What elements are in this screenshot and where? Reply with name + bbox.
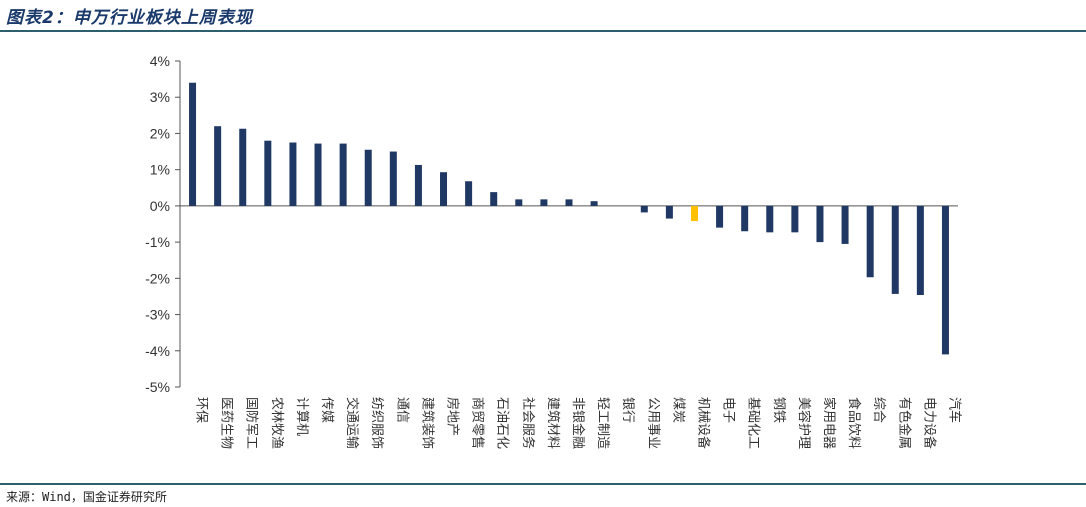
bar-11 bbox=[465, 181, 473, 206]
bar-23 bbox=[766, 205, 774, 233]
x-category-label: 房地产 bbox=[445, 397, 461, 436]
y-tick-label: 1% bbox=[150, 162, 170, 178]
x-category-label: 传媒 bbox=[319, 397, 334, 423]
x-category-label: 家用电器 bbox=[821, 397, 837, 449]
y-tick-label: -3% bbox=[145, 307, 170, 323]
x-category-label: 计算机 bbox=[294, 397, 309, 436]
x-category-label: 商贸零售 bbox=[470, 397, 486, 449]
bar-30 bbox=[941, 205, 949, 355]
x-category-label: 医药生物 bbox=[219, 397, 234, 449]
x-category-label: 农林牧渔 bbox=[269, 397, 284, 449]
bar-0 bbox=[189, 82, 197, 206]
x-category-label: 机械设备 bbox=[695, 397, 711, 449]
bar-2 bbox=[239, 128, 247, 206]
x-category-label: 公用事业 bbox=[645, 397, 660, 449]
bars bbox=[189, 82, 949, 355]
x-category-label: 建筑材料 bbox=[545, 397, 561, 449]
bar-19 bbox=[665, 205, 673, 219]
bar-14 bbox=[540, 199, 548, 206]
x-category-label: 轻工制造 bbox=[595, 397, 610, 449]
title-divider bbox=[0, 30, 1086, 32]
bar-20 bbox=[690, 205, 698, 222]
bar-22 bbox=[741, 205, 749, 232]
x-category-label: 非银金融 bbox=[570, 397, 586, 449]
x-category-label: 银行 bbox=[620, 397, 635, 423]
bar-15 bbox=[565, 199, 573, 206]
x-category-label: 美容护理 bbox=[796, 397, 812, 449]
bar-29 bbox=[916, 205, 924, 295]
x-category-label: 汽车 bbox=[946, 397, 962, 423]
page-title: 图表2：申万行业板块上周表现 bbox=[6, 8, 253, 28]
bar-12 bbox=[490, 192, 498, 206]
bar-6 bbox=[339, 143, 347, 206]
x-category-label: 交通运输 bbox=[344, 397, 360, 449]
y-tick-label: -1% bbox=[145, 234, 170, 250]
bar-27 bbox=[866, 205, 874, 278]
bar-8 bbox=[389, 151, 397, 206]
y-tick-label: -4% bbox=[145, 343, 170, 359]
x-category-label: 环保 bbox=[194, 397, 209, 423]
bar-18 bbox=[640, 205, 648, 213]
y-tick-label: 3% bbox=[150, 89, 170, 105]
x-category-label: 煤炭 bbox=[670, 397, 685, 423]
bar-4 bbox=[289, 142, 297, 206]
bar-5 bbox=[314, 143, 322, 206]
x-category-label: 综合 bbox=[871, 397, 886, 423]
x-category-label: 纺织服饰 bbox=[369, 397, 384, 449]
bar-25 bbox=[816, 205, 824, 243]
source-note: 来源：Wind，国金证券研究所 bbox=[6, 490, 167, 504]
y-tick-label: -2% bbox=[145, 270, 170, 286]
y-tick-label: 4% bbox=[150, 53, 170, 69]
x-category-label: 电力设备 bbox=[921, 397, 937, 449]
x-category-label: 社会服务 bbox=[520, 397, 536, 449]
x-category-label: 食品饮料 bbox=[846, 397, 862, 449]
bar-1 bbox=[214, 126, 222, 206]
y-tick-label: 2% bbox=[150, 125, 170, 141]
y-tick-label: 0% bbox=[150, 198, 170, 214]
x-category-label: 通信 bbox=[394, 397, 409, 423]
bar-3 bbox=[264, 140, 272, 206]
bar-26 bbox=[841, 205, 849, 244]
bar-7 bbox=[364, 149, 372, 206]
x-category-label: 电子 bbox=[721, 397, 736, 423]
bar-21 bbox=[716, 205, 724, 228]
bar-10 bbox=[440, 172, 448, 206]
x-category-label: 石油石化 bbox=[495, 397, 510, 449]
x-category-label: 有色金属 bbox=[896, 397, 912, 449]
x-axis-labels: 环保 医药生物 国防军工 农林牧渔 计算机 传媒 交通运输 纺织服饰 通信 建筑装饰 房地产 商贸零售… bbox=[194, 397, 963, 449]
x-category-label: 基础化工 bbox=[746, 397, 761, 449]
bar-9 bbox=[414, 164, 422, 206]
y-tick-label: -5% bbox=[145, 379, 170, 395]
y-axis: 4% 3% 2% 1% 0% -1% -2% -3% -4% -5% bbox=[145, 53, 958, 395]
bar-16 bbox=[590, 201, 598, 206]
bar-24 bbox=[791, 205, 799, 233]
x-category-label: 建筑装饰 bbox=[419, 397, 435, 449]
x-category-label: 国防军工 bbox=[244, 397, 260, 449]
bar-13 bbox=[515, 199, 523, 206]
bar-chart: 4% 3% 2% 1% 0% -1% -2% -3% -4% -5% 环保 医药生物 国防军工 农林牧渔… bbox=[145, 53, 963, 449]
bar-28 bbox=[891, 205, 899, 294]
footer-divider bbox=[0, 483, 1086, 485]
x-category-label: 钢铁 bbox=[771, 397, 786, 423]
